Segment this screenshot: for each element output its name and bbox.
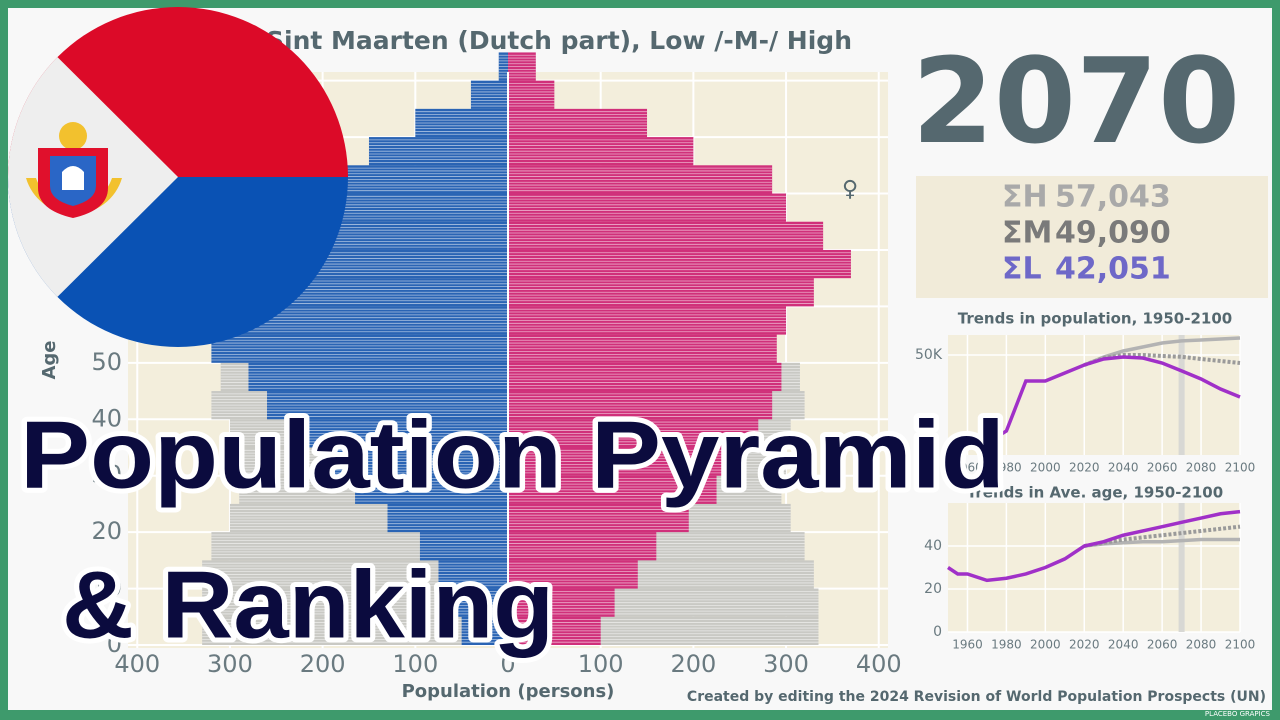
y-tick-label: 40 xyxy=(91,404,122,432)
x-tick-label: 2080 xyxy=(1186,638,1217,652)
headline: & Ranking xyxy=(62,551,554,658)
x-tick-label: 400 xyxy=(114,650,160,678)
total-label: ΣL xyxy=(1002,252,1042,287)
female-symbol: ♀ xyxy=(842,177,858,202)
y-tick-label: 0 xyxy=(933,624,942,640)
x-tick-label: 2100 xyxy=(1225,461,1256,475)
x-tick-label: 2060 xyxy=(1147,638,1178,652)
x-tick-label: 1980 xyxy=(991,638,1022,652)
x-tick-label: 2000 xyxy=(1030,638,1061,652)
x-tick-label: 2040 xyxy=(1108,638,1139,652)
headline: Population Pyramid xyxy=(20,401,1005,508)
x-tick-label: 100 xyxy=(578,650,624,678)
y-tick-label: 0 xyxy=(107,630,122,658)
series-line xyxy=(1083,524,1241,548)
year-marker xyxy=(1178,503,1185,632)
x-tick-label: 100 xyxy=(392,650,438,678)
y-tick-label: 20 xyxy=(91,517,122,545)
x-tick-label: 2000 xyxy=(1030,461,1061,475)
y-axis-label: Age xyxy=(39,340,60,379)
x-tick-label: 1980 xyxy=(991,461,1022,475)
x-tick-label: 200 xyxy=(300,650,346,678)
y-tick-label: 10 xyxy=(91,574,122,602)
plot-area xyxy=(948,503,1240,632)
chart-title: of Sint Maarten (Dutch part), Low /-M-/ … xyxy=(229,26,852,55)
x-tick-label: 200 xyxy=(670,650,716,678)
totals-box xyxy=(916,176,1268,298)
total-value: 57,043 xyxy=(1055,180,1171,215)
x-tick-label: 2040 xyxy=(1108,461,1139,475)
x-tick-label: 1960 xyxy=(952,461,983,475)
series-line xyxy=(947,355,1241,452)
total-value: 49,090 xyxy=(1055,216,1171,251)
y-tick-label: 20 xyxy=(924,581,942,597)
x-axis-label: Population (persons) xyxy=(402,681,615,702)
watermark: PLACEBO GRAPICS xyxy=(1205,710,1271,718)
x-tick-label: 0 xyxy=(500,650,515,678)
chart-title: Trends in Ave. age, 1950-2100 xyxy=(967,484,1223,502)
y-tick-label: 30 xyxy=(91,461,122,489)
x-tick-label: 2020 xyxy=(1069,461,1100,475)
series-line xyxy=(947,509,1241,583)
x-tick-label: 400 xyxy=(856,650,902,678)
year: 2070 xyxy=(912,32,1240,170)
flag-building xyxy=(62,166,84,190)
total-value: 42,051 xyxy=(1055,252,1171,287)
y-tick-label: 50 xyxy=(91,348,122,376)
chart-title: Trends in population, 1950-2100 xyxy=(958,310,1232,328)
x-tick-label: 2060 xyxy=(1147,461,1178,475)
total-label: ΣH xyxy=(1002,180,1048,215)
x-tick-label: 2020 xyxy=(1069,638,1100,652)
flag-sun xyxy=(59,122,87,150)
x-tick-label: 300 xyxy=(763,650,809,678)
x-tick-label: 300 xyxy=(207,650,253,678)
y-tick-label: 40 xyxy=(924,538,942,554)
credit: Created by editing the 2024 Revision of … xyxy=(687,689,1266,705)
y-tick-label: 50K xyxy=(915,347,943,363)
x-tick-label: 1960 xyxy=(952,638,983,652)
x-tick-label: 2080 xyxy=(1186,461,1217,475)
year-marker xyxy=(1178,335,1185,455)
total-label: ΣM xyxy=(1002,216,1052,251)
x-tick-label: 2100 xyxy=(1225,638,1256,652)
